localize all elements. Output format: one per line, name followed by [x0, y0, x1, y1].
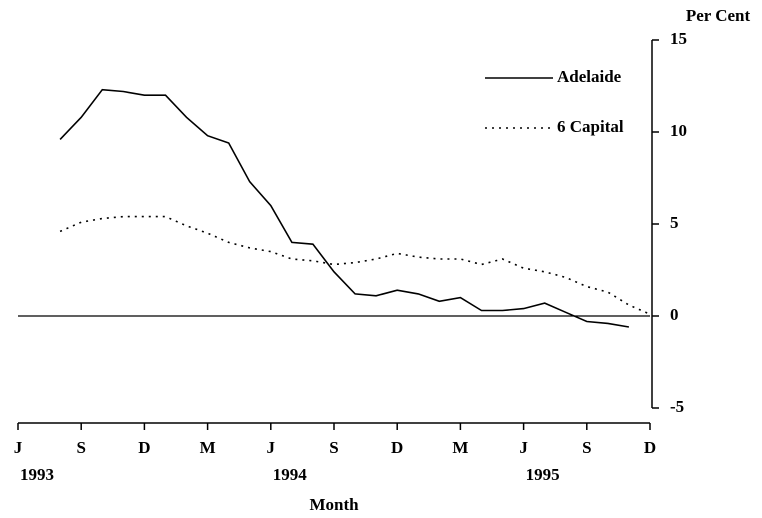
legend-label: Adelaide: [557, 67, 622, 86]
year-label: 1995: [526, 465, 560, 484]
x-tick-label: J: [519, 438, 528, 457]
x-axis-label: Month: [309, 495, 359, 514]
x-tick-label: S: [76, 438, 85, 457]
y-tick-label: 10: [670, 121, 687, 140]
x-tick-label: J: [267, 438, 276, 457]
year-label: 1993: [20, 465, 54, 484]
x-tick-label: S: [329, 438, 338, 457]
y-tick-label: 0: [670, 305, 679, 324]
y-tick-label: 15: [670, 29, 687, 48]
data-line: [59, 88, 630, 328]
y-tick-label: -5: [670, 397, 684, 416]
y-tick-label: 5: [670, 213, 679, 232]
year-label: 1994: [273, 465, 308, 484]
x-tick-label: M: [452, 438, 468, 457]
x-tick-label: J: [14, 438, 23, 457]
x-tick-label: M: [200, 438, 216, 457]
y-axis-label: Per Cent: [686, 6, 751, 25]
data-line: [59, 215, 651, 315]
x-tick-label: D: [391, 438, 403, 457]
x-tick-label: S: [582, 438, 591, 457]
x-tick-label: D: [138, 438, 150, 457]
legend-label: 6 Capital: [557, 117, 624, 136]
x-tick-label: D: [644, 438, 656, 457]
